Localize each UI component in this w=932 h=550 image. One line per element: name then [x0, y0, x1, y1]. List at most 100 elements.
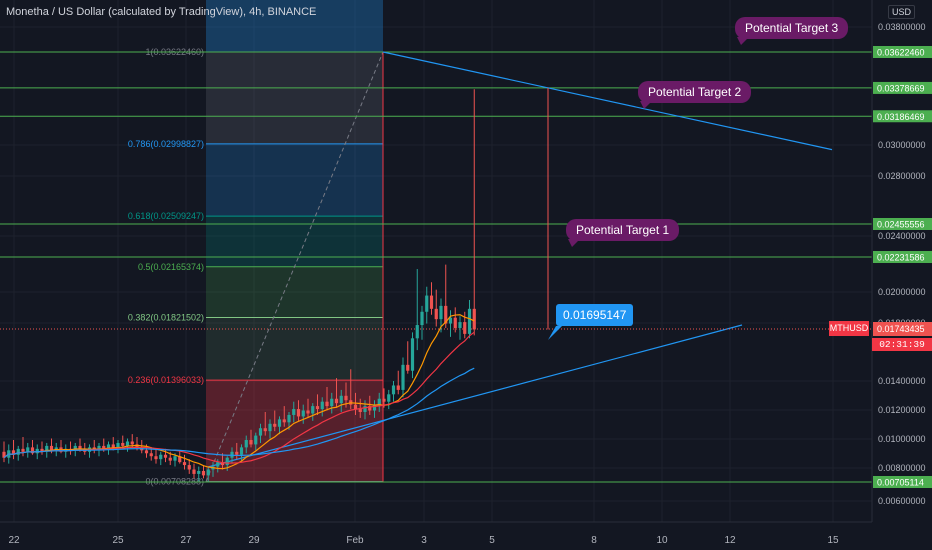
- level-price-tag-label: 0.03378669: [877, 83, 925, 93]
- level-price-tag: [873, 46, 932, 58]
- candle-body: [339, 395, 343, 404]
- last-price-tag-label: 0.01743435: [877, 324, 925, 334]
- candle-body: [225, 457, 229, 466]
- candle-body: [130, 441, 134, 445]
- candle-body: [40, 448, 44, 452]
- candle-body: [410, 338, 415, 371]
- candle-body: [358, 409, 362, 413]
- candle-body: [406, 364, 410, 371]
- descending-trendline[interactable]: [382, 51, 833, 151]
- candle-body: [106, 444, 111, 449]
- candle-body: [149, 453, 153, 457]
- time-tick-label: 15: [827, 535, 839, 546]
- candle-body: [163, 454, 168, 458]
- level-price-tag-label: 0.03622460: [877, 48, 925, 58]
- bar-countdown: 02:31:39: [872, 338, 932, 351]
- level-price-tag: [873, 476, 932, 488]
- currency-badge[interactable]: USD: [888, 5, 916, 19]
- time-tick-label: 3: [421, 535, 427, 546]
- candle-body: [387, 394, 391, 402]
- last-price-tag: [873, 322, 932, 336]
- candle-body: [425, 295, 429, 312]
- candle-body: [391, 385, 396, 395]
- candle-body: [330, 398, 334, 407]
- fib-level-label: 0.5(0.02165374): [138, 262, 204, 272]
- candle-body: [292, 409, 296, 415]
- time-tick-label: Feb: [346, 535, 364, 546]
- price-callout[interactable]: 0.01695147: [556, 304, 634, 326]
- chart-title: Monetha / US Dollar (calculated by Tradi…: [6, 6, 317, 18]
- candle-body: [235, 451, 239, 455]
- candle-body: [467, 308, 472, 334]
- candle-body: [306, 410, 310, 414]
- candle-body: [277, 419, 282, 427]
- fib-zone: [206, 216, 383, 267]
- price-tick-label: 0.02400000: [878, 231, 926, 241]
- candle-body: [187, 465, 191, 470]
- candle-body: [372, 404, 377, 411]
- moving-average-slow: [3, 367, 475, 459]
- callout-target-3[interactable]: Potential Target 3: [735, 17, 849, 45]
- candle-body: [401, 364, 405, 390]
- candle-body: [168, 457, 172, 461]
- candle-body: [273, 423, 277, 427]
- level-price-tag-label: 0.02455556: [877, 219, 925, 229]
- price-tick-label: 0.03000000: [878, 140, 926, 150]
- time-tick-label: 5: [489, 535, 495, 546]
- candle-body: [239, 447, 244, 455]
- fib-level-label: 0.618(0.02509247): [128, 211, 204, 221]
- candle-body: [244, 440, 248, 448]
- candle-body: [287, 414, 291, 423]
- fib-zone: [206, 52, 383, 144]
- candle-body: [258, 428, 263, 436]
- fib-zone-top: [206, 0, 383, 52]
- fib-zone: [206, 317, 383, 381]
- candle-body: [453, 317, 457, 328]
- candle-body: [448, 317, 453, 324]
- candle-body: [73, 445, 77, 451]
- candle-body: [154, 456, 158, 460]
- callout-target-2[interactable]: Potential Target 2: [638, 81, 752, 109]
- candle-body: [102, 445, 106, 449]
- fib-trend-dashed: [205, 51, 384, 482]
- fib-zone: [206, 266, 383, 318]
- callout-target-1[interactable]: Potential Target 1: [566, 219, 680, 247]
- price-tick-label: 0.03800000: [878, 22, 926, 32]
- candle-body: [315, 406, 320, 410]
- time-tick-label: 22: [8, 535, 20, 546]
- price-callout-pointer: [548, 326, 562, 340]
- ascending-trendline[interactable]: [207, 324, 743, 468]
- candle-body: [54, 447, 58, 451]
- candle-body: [159, 454, 163, 460]
- candle-body: [282, 419, 286, 423]
- time-tick-label: 29: [248, 535, 260, 546]
- price-tick-label: 0.02800000: [878, 171, 926, 181]
- candle-body: [206, 469, 210, 476]
- price-tick-label: 0.01400000: [878, 376, 926, 386]
- level-price-tag-label: 0.00705114: [877, 478, 924, 488]
- candle-body: [78, 445, 82, 449]
- candle-body: [377, 398, 381, 405]
- candle-body: [472, 308, 476, 330]
- candle-body: [30, 447, 35, 454]
- fib-level-label: 0.786(0.02998827): [128, 139, 204, 149]
- candle-body: [2, 451, 6, 458]
- time-tick-label: 27: [180, 535, 192, 546]
- level-price-tag-label: 0.03186469: [877, 112, 925, 122]
- candle-body: [111, 444, 115, 448]
- candle-body: [121, 442, 125, 446]
- price-tick-label: 0.00600000: [878, 496, 926, 506]
- candle-body: [439, 305, 443, 320]
- candle-body: [97, 445, 101, 451]
- price-tick-label: 0.00800000: [878, 463, 926, 473]
- candle-body: [463, 322, 467, 334]
- time-tick-label: 10: [656, 535, 668, 546]
- level-price-tag: [873, 110, 932, 123]
- candle-body: [192, 469, 196, 474]
- price-tick-label: 0.02000000: [878, 287, 926, 297]
- candle-body: [254, 435, 258, 445]
- candle-body: [197, 470, 201, 474]
- candle-body: [320, 401, 324, 410]
